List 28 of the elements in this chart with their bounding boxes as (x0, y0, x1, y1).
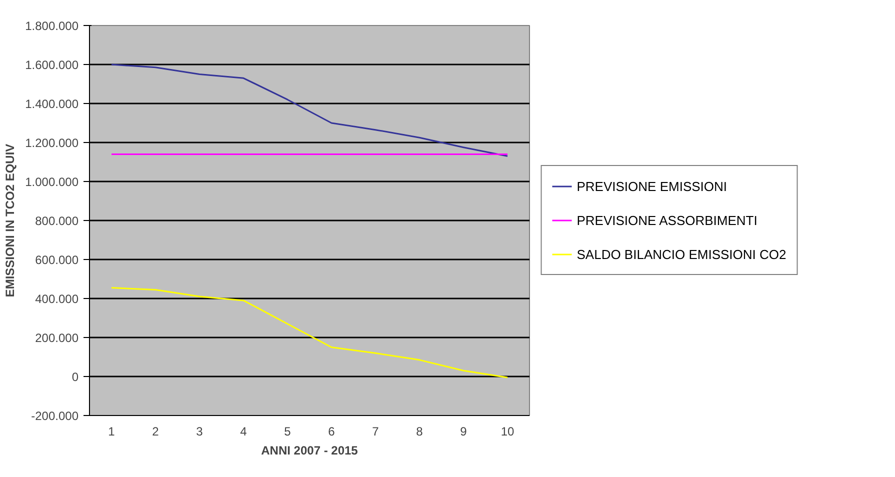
line-series (110, 287, 508, 378)
legend-label: SALDO BILANCIO EMISSIONI CO2 (576, 246, 786, 262)
x-tick-label: 1 (108, 424, 116, 438)
x-tick-label: 10 (500, 424, 514, 438)
y-tick-label: 1.600.000 (25, 58, 79, 72)
y-tick-label: 1.200.000 (25, 136, 79, 150)
legend-label: PREVISIONE ASSORBIMENTI (576, 212, 758, 228)
y-axis-title: EMISSIONI IN TCO2 EQUIV (3, 144, 18, 298)
x-tick-label: 2 (152, 424, 160, 438)
y-tick-label: 0 (72, 370, 79, 384)
line-series (110, 64, 508, 157)
y-tick-label: 600.000 (35, 253, 79, 267)
x-tick-label: 3 (196, 424, 204, 438)
x-tick-label: 6 (328, 424, 336, 438)
x-axis-title: ANNI 2007 - 2015 (261, 444, 358, 458)
y-tick-label: 1.000.000 (25, 175, 79, 189)
legend-label: PREVISIONE EMISSIONI (576, 178, 728, 194)
x-tick-label: 9 (460, 424, 468, 438)
y-tick-label: 800.000 (35, 214, 79, 228)
y-tick-label: 1.800.000 (25, 19, 79, 33)
y-tick-label: -200.000 (31, 409, 79, 423)
y-tick-label: 400.000 (35, 292, 79, 306)
x-tick-label: 4 (240, 424, 248, 438)
x-tick-label: 7 (372, 424, 380, 438)
y-tick-label: 1.400.000 (25, 97, 79, 111)
y-tick-label: 200.000 (35, 331, 79, 345)
x-tick-label: 8 (416, 424, 424, 438)
x-tick-label: 5 (284, 424, 292, 438)
